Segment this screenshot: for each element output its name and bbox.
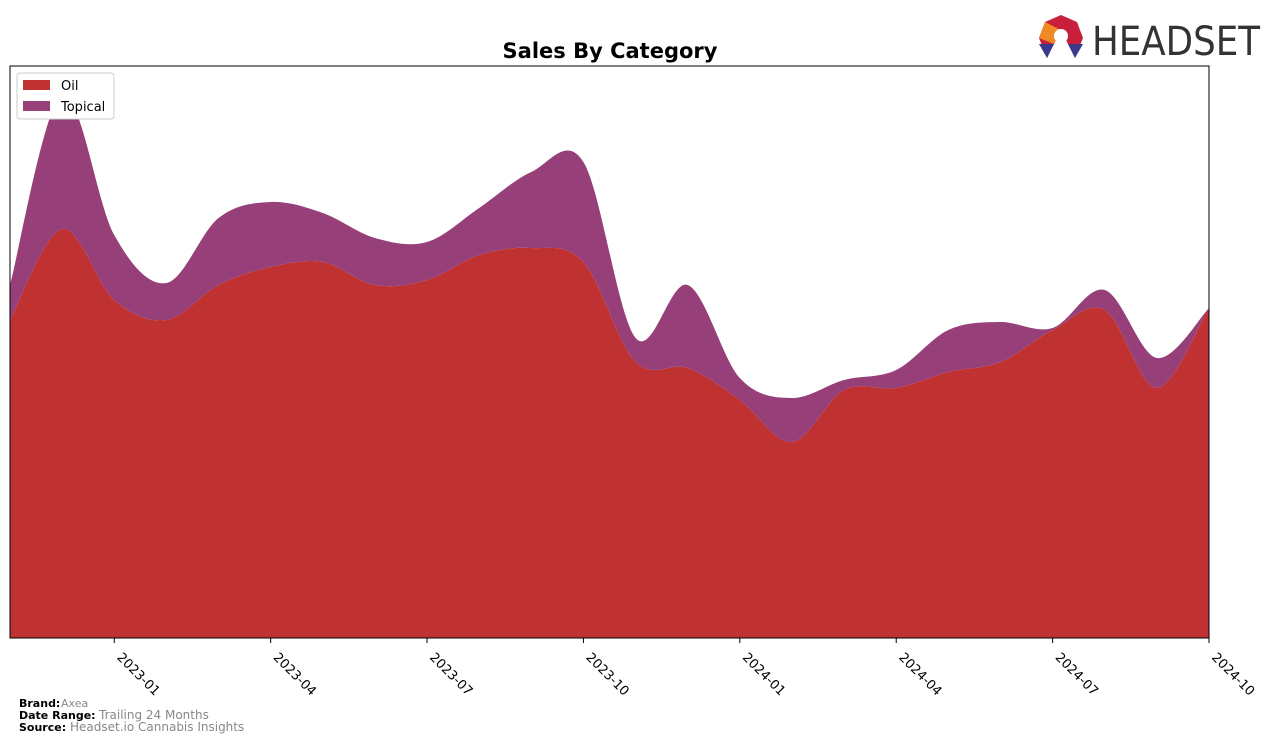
area — [10, 228, 1209, 639]
x-tick-label: 2024-01 — [739, 650, 788, 699]
area — [10, 94, 1209, 443]
footer-label: Date Range: — [19, 709, 96, 722]
x-tick-label: 2024-07 — [1052, 650, 1101, 699]
plot-frame — [9, 65, 1210, 639]
x-tick-label: 2023-04 — [270, 650, 319, 699]
plot — [10, 94, 1209, 639]
logo-mark — [1054, 29, 1068, 43]
x-tick-label: 2024-10 — [1208, 650, 1257, 699]
logo-mark — [1039, 44, 1054, 58]
logo-text: HEADSET — [1092, 19, 1260, 65]
x-tick-label: 2023-01 — [113, 650, 162, 699]
logo-mark — [1068, 44, 1083, 58]
legend-label: Oil — [61, 79, 78, 94]
legend-swatch — [23, 80, 50, 90]
legend-swatch — [23, 101, 50, 111]
x-tick-label: 2023-07 — [426, 650, 475, 699]
chart-title: Sales By Category — [503, 39, 718, 63]
footer-label: Source: — [19, 721, 66, 734]
footer-value: Axea — [61, 697, 88, 710]
logo: HEADSET — [1039, 15, 1260, 65]
x-tick-label: 2024-04 — [895, 650, 944, 699]
legend: Oil Topical — [16, 72, 115, 120]
footer: Brand: Axea Date Range: Trailing 24 Mont… — [19, 697, 244, 734]
x-tick-label: 2023-10 — [583, 650, 632, 699]
footer-label: Brand: — [19, 697, 60, 710]
footer-value: Trailing 24 Months — [98, 708, 209, 722]
legend-label: Topical — [60, 100, 105, 115]
footer-value: Headset.io Cannabis Insights — [70, 720, 244, 734]
